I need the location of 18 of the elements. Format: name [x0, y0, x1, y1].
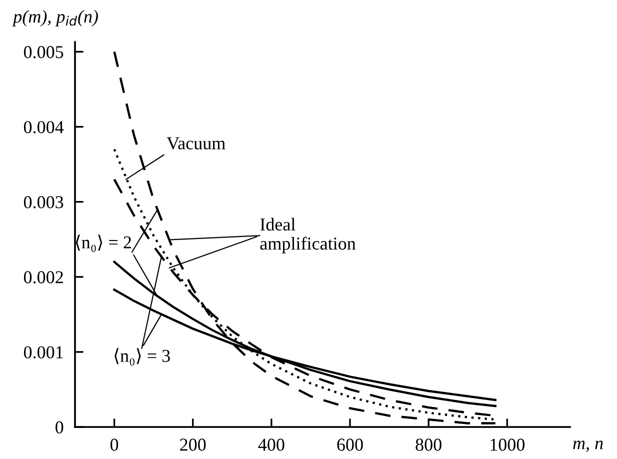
x-tick-label: 800: [416, 438, 442, 451]
x-tick-label: 400: [258, 438, 284, 451]
x-axis-title: m, n: [573, 440, 603, 452]
x-tick-label: 1000: [490, 438, 525, 451]
x-tick-label: 600: [337, 438, 363, 451]
annotation: Vacuum: [166, 137, 226, 150]
annotation: ⟨n₀⟩ = 2: [76, 234, 131, 252]
y-tick-label: 0: [56, 421, 64, 434]
y-tick-label: 0.002: [24, 271, 63, 284]
x-tick-label: 0: [110, 438, 118, 451]
annotation: Ideal amplification: [260, 218, 356, 254]
annotation: ⟨n₀⟩ = 3: [114, 348, 170, 366]
y-axis-title: p(m), p$_{id}$(n): [12, 10, 98, 26]
y-tick-label: 0.005: [24, 46, 64, 58]
y-tick-label: 0.001: [24, 346, 63, 358]
x-tick-label: 200: [180, 438, 206, 451]
y-tick-label: 0.003: [24, 196, 64, 208]
y-tick-label: 0.004: [24, 121, 64, 134]
